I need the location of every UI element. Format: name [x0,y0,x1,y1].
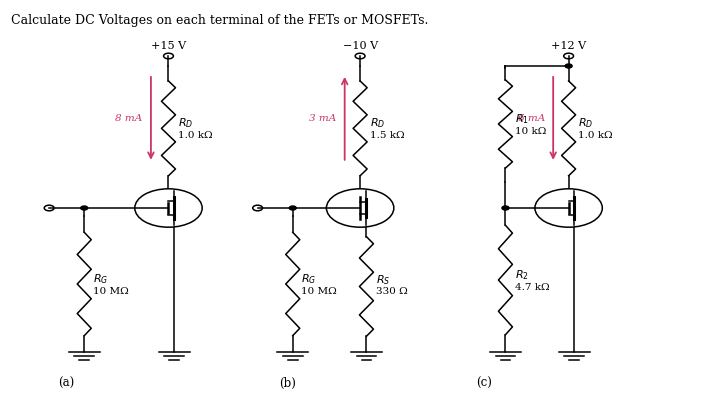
Text: −10 V: −10 V [343,41,378,51]
Text: $R_G$: $R_G$ [93,272,108,286]
Text: $R_D$: $R_D$ [370,117,385,130]
Circle shape [535,189,602,227]
Text: (c): (c) [477,377,492,390]
Circle shape [565,64,572,68]
Text: 1.0 kΩ: 1.0 kΩ [178,131,213,140]
Text: +15 V: +15 V [151,41,186,51]
Circle shape [326,189,394,227]
Text: 1.0 kΩ: 1.0 kΩ [578,131,613,140]
Circle shape [135,189,202,227]
Text: $R_D$: $R_D$ [578,117,594,130]
Text: $R_S$: $R_S$ [376,273,391,286]
Text: $R_1$: $R_1$ [515,112,529,126]
Text: 10 MΩ: 10 MΩ [301,287,337,296]
Text: 10 kΩ: 10 kΩ [515,127,546,136]
Text: $R_D$: $R_D$ [178,117,194,130]
Text: (a): (a) [58,377,75,390]
Text: 8 mA: 8 mA [115,114,143,123]
Circle shape [289,206,296,210]
Circle shape [502,206,509,210]
Circle shape [81,206,88,210]
Text: 3 mA: 3 mA [309,114,336,123]
Text: 1.5 kΩ: 1.5 kΩ [370,131,404,140]
Text: (b): (b) [279,377,296,390]
Text: $R_G$: $R_G$ [301,272,317,286]
Text: Calculate DC Voltages on each terminal of the FETs or MOSFETs.: Calculate DC Voltages on each terminal o… [11,14,428,27]
Text: 6 mA: 6 mA [517,114,545,123]
Text: 330 Ω: 330 Ω [376,287,408,296]
Text: +12 V: +12 V [551,41,586,51]
Text: $R_2$: $R_2$ [515,268,529,282]
Text: 4.7 kΩ: 4.7 kΩ [515,283,549,292]
Text: 10 MΩ: 10 MΩ [93,287,128,296]
